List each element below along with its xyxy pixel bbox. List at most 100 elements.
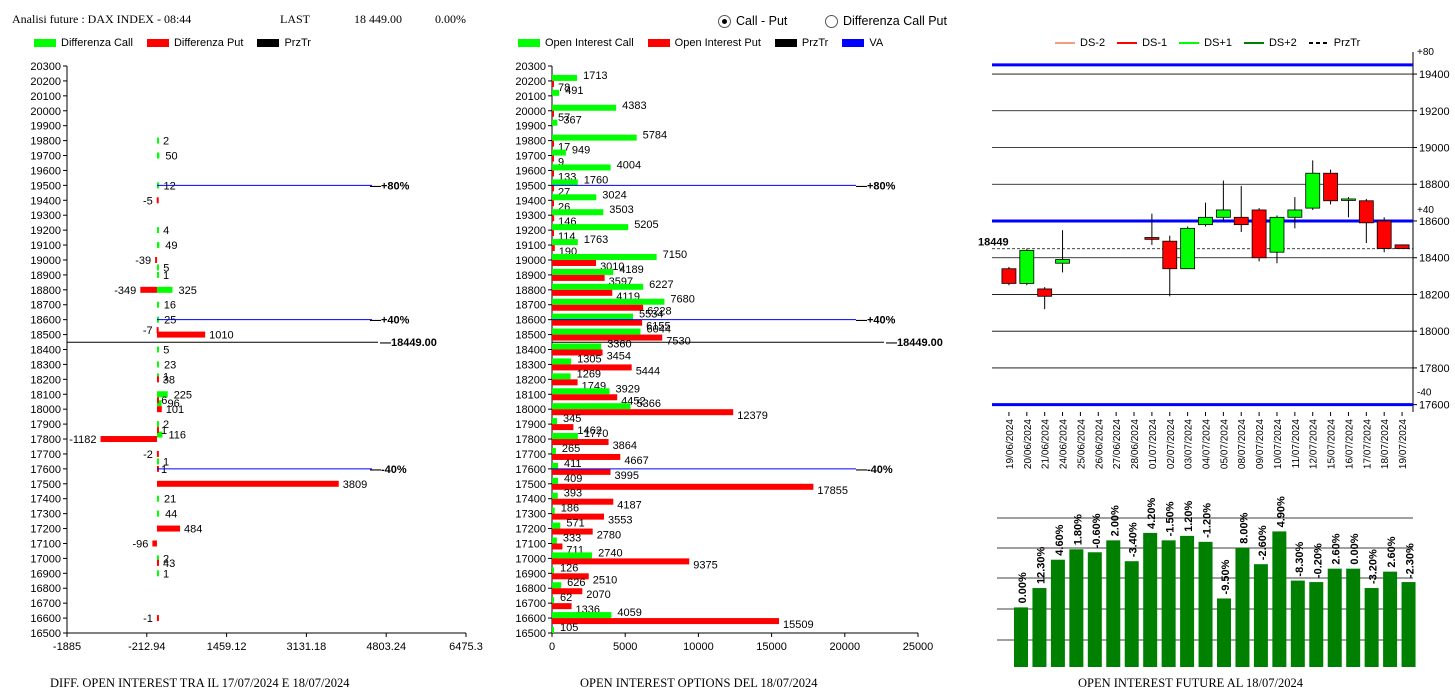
line-swatch xyxy=(1243,42,1264,44)
data-label: 23 xyxy=(164,359,176,371)
data-label: -7 xyxy=(143,325,153,337)
call-diff-bar xyxy=(156,421,159,428)
radio-call-put-label: Call - Put xyxy=(736,14,788,28)
data-label: 101 xyxy=(166,404,184,416)
candle-up xyxy=(1180,227,1196,270)
call-diff-bar xyxy=(156,431,163,438)
y-tick-label: 17800 xyxy=(30,434,61,446)
oi-put-bar xyxy=(552,334,663,341)
oi-put-bar xyxy=(552,409,734,416)
data-label: 17855 xyxy=(817,485,848,497)
data-label: 6228 xyxy=(647,306,671,318)
y-tick-label: 19300 xyxy=(515,210,546,222)
oi-put-bar xyxy=(552,80,554,87)
data-label: 2.60% xyxy=(1331,533,1343,564)
oi-call-bar xyxy=(552,313,634,320)
y-tick-label: 17800 xyxy=(515,434,546,446)
oi-call-bar xyxy=(552,522,561,529)
band-label: +80 xyxy=(1417,47,1434,58)
oi-future-bar xyxy=(1143,532,1158,667)
data-label: 21 xyxy=(164,494,176,506)
call-diff-bar xyxy=(156,137,159,144)
oi-future-bar xyxy=(1069,549,1084,667)
y-tick-label: 18400 xyxy=(30,345,61,357)
data-label: 3024 xyxy=(602,189,626,201)
candle-up xyxy=(1198,216,1213,226)
oi-put-bar xyxy=(552,304,644,311)
y-tick-label: 18100 xyxy=(30,389,61,401)
data-label: -96 xyxy=(132,538,148,550)
legend-item: DS+1 xyxy=(1179,37,1232,49)
data-label: 5534 xyxy=(639,309,663,321)
legend-item: PrzTr xyxy=(1308,37,1360,49)
level-label: —+40% xyxy=(856,315,896,327)
radio-diff-call-put[interactable]: Differenza Call Put xyxy=(825,14,947,28)
data-label: 3454 xyxy=(607,351,631,363)
y-tick-label: 18500 xyxy=(515,330,546,342)
x-tick-label: -212.94 xyxy=(128,641,165,653)
oi-put-bar xyxy=(552,379,578,386)
radio-call-put[interactable]: Call - Put xyxy=(718,14,787,28)
data-label: 4004 xyxy=(617,159,641,171)
line-swatch xyxy=(1117,42,1138,44)
data-label: 0.00% xyxy=(1017,572,1029,603)
data-label: 1760 xyxy=(584,174,608,186)
data-label: -0.20% xyxy=(1312,543,1324,578)
call-diff-bar xyxy=(156,555,159,562)
oi-put-bar xyxy=(552,259,597,266)
y-tick-label: 17900 xyxy=(30,419,61,431)
data-label: 44 xyxy=(165,509,177,521)
data-label: 16 xyxy=(164,300,176,312)
data-label: 4187 xyxy=(617,500,641,512)
level-label: —+80% xyxy=(370,180,410,192)
candle-up xyxy=(1287,209,1303,218)
data-label: 12.30% xyxy=(1035,547,1047,585)
y-tick-label: 18000 xyxy=(30,404,61,416)
y-tick-label: 17000 xyxy=(515,553,546,565)
x-tick-label: 1459.12 xyxy=(207,641,247,653)
y-tick-label: 20000 xyxy=(30,106,61,118)
price-label: —18449.00 xyxy=(380,337,437,349)
legend-label: Differenza Put xyxy=(173,37,244,49)
candle-up xyxy=(1305,172,1321,209)
data-label: 6155 xyxy=(646,321,670,333)
oi-put-bar xyxy=(552,274,605,281)
y-tick-label: 18800 xyxy=(30,285,61,297)
data-label: 4.90% xyxy=(1275,496,1287,527)
y-tick-label: 19600 xyxy=(30,165,61,177)
candle-down xyxy=(1323,172,1338,202)
y-tick-label: 19200 xyxy=(1419,106,1450,118)
y-tick-label: 20300 xyxy=(30,61,61,73)
y-tick-label: 18200 xyxy=(1419,289,1450,301)
radio-unselected-icon[interactable] xyxy=(825,14,838,28)
y-tick-label: 17200 xyxy=(515,524,546,536)
x-tick-label: 10/07/2024 xyxy=(1273,419,1284,469)
put-diff-bar xyxy=(156,480,339,487)
x-tick-label: 02/07/2024 xyxy=(1166,419,1177,469)
data-label: 4.60% xyxy=(1054,524,1066,555)
data-label: 1.20% xyxy=(1183,500,1195,531)
last-value: 18 449.00 xyxy=(354,12,402,26)
call-diff-bar xyxy=(156,301,159,308)
oi-put-bar xyxy=(552,603,572,610)
chart-oi-title: OPEN INTEREST OPTIONS DEL 18/07/2024 xyxy=(580,676,818,690)
y-tick-label: 19000 xyxy=(515,255,546,267)
line-swatch xyxy=(1055,42,1075,44)
oi-call-bar xyxy=(552,462,559,469)
call-diff-bar xyxy=(156,400,162,407)
y-tick-label: 20000 xyxy=(515,106,546,118)
x-tick-label: 25000 xyxy=(903,641,934,653)
oi-future-bar xyxy=(1235,547,1250,667)
oi-put-bar xyxy=(552,618,780,625)
put-diff-bar xyxy=(156,427,159,434)
data-label: 4 xyxy=(163,225,169,237)
y-tick-label: 18500 xyxy=(30,330,61,342)
data-label: 1010 xyxy=(209,330,233,342)
oi-call-bar xyxy=(552,567,554,574)
x-tick-label: 17/07/2024 xyxy=(1362,419,1373,469)
call-diff-bar xyxy=(156,264,159,271)
x-tick-label: 20000 xyxy=(830,641,861,653)
x-tick-label: 24/06/2024 xyxy=(1059,419,1070,469)
radio-selected-icon[interactable] xyxy=(718,14,731,28)
y-tick-label: 16500 xyxy=(515,628,546,640)
